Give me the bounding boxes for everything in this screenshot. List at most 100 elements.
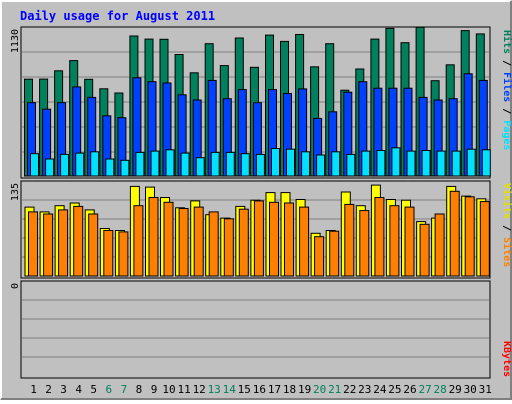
x-tick-label: 23	[358, 383, 371, 396]
x-tick-label: 12	[193, 383, 206, 396]
bar-pages	[466, 148, 476, 177]
x-axis-day-labels: 1 2 3 4 5 6 7 8 9 10 11 12 13 14 15 16 17 18 19 20 21 22 23 24 2…	[30, 383, 492, 396]
bar-sites	[58, 209, 69, 277]
x-tick-label: 27	[418, 383, 431, 396]
x-tick-label: 20	[313, 383, 326, 396]
bar-pages	[255, 153, 265, 177]
x-tick-label: 10	[162, 383, 175, 396]
bar-sites	[449, 190, 460, 277]
bar-sites	[344, 203, 355, 277]
legend-hits: Hits	[501, 30, 512, 54]
bar-pages	[331, 151, 341, 177]
bar-sites	[434, 213, 445, 277]
x-tick-label: 7	[121, 383, 128, 396]
x-tick-label: 25	[388, 383, 401, 396]
bar-sites	[238, 208, 249, 277]
x-tick-label: 22	[343, 383, 356, 396]
bar-sites	[374, 197, 385, 277]
x-tick-label: 15	[238, 383, 251, 396]
x-tick-label: 19	[298, 383, 311, 396]
hits-ymax-label: 1130	[10, 29, 21, 53]
bar-sites	[88, 213, 99, 277]
bar-sites	[314, 236, 325, 277]
x-tick-label: 31	[479, 383, 492, 396]
bar-pages	[30, 153, 39, 177]
bar-pages	[240, 153, 250, 177]
bar-sites	[148, 197, 159, 277]
bar-pages	[60, 153, 70, 177]
bar-pages	[120, 159, 130, 177]
bar-sites	[73, 205, 84, 277]
bar-sites	[284, 202, 294, 277]
bars-visits-panel	[24, 184, 490, 277]
bar-pages	[105, 158, 115, 177]
bar-sites	[329, 230, 340, 277]
bar-sites	[223, 218, 234, 277]
bar-pages	[75, 152, 85, 177]
legend-slash: /	[501, 54, 512, 72]
x-tick-label: 17	[268, 383, 281, 396]
x-tick-label: 5	[90, 383, 97, 396]
x-tick-label: 3	[60, 383, 67, 396]
x-tick-label: 29	[449, 383, 462, 396]
bar-sites	[133, 205, 144, 277]
bar-pages	[165, 149, 175, 177]
bar-sites	[193, 206, 204, 277]
bar-sites	[359, 210, 370, 277]
bar-pages	[451, 150, 461, 177]
bar-sites	[103, 230, 114, 277]
legend-pages: Pages	[501, 120, 512, 150]
bar-sites	[118, 231, 129, 277]
bar-sites	[389, 205, 400, 277]
bar-sites	[43, 213, 54, 277]
legend-kbytes: KBytes	[501, 341, 512, 377]
bar-sites	[464, 196, 475, 277]
bar-pages	[346, 153, 356, 177]
bar-pages	[135, 151, 145, 177]
bar-pages	[301, 151, 311, 177]
x-tick-label: 9	[151, 383, 158, 396]
x-tick-label: 18	[283, 383, 296, 396]
chart-title: Daily usage for August 2011	[20, 9, 215, 23]
x-tick-label: 30	[464, 383, 477, 396]
x-tick-label: 24	[373, 383, 387, 396]
bar-pages	[316, 154, 326, 177]
bar-pages	[406, 150, 416, 177]
bar-pages	[436, 150, 446, 177]
bar-sites	[269, 201, 279, 277]
bar-pages	[180, 152, 190, 177]
legend-slash: /	[501, 102, 512, 120]
bar-pages	[225, 151, 235, 177]
bar-sites	[419, 223, 430, 277]
x-tick-label: 28	[433, 383, 446, 396]
bar-pages	[90, 151, 100, 177]
x-tick-label: 6	[105, 383, 112, 396]
bar-pages	[376, 150, 386, 177]
bar-sites	[253, 200, 264, 277]
legend-visits-panel: Visits / Sites	[501, 183, 512, 267]
kbytes-ymax-label: 0	[10, 283, 21, 289]
panel-kbytes-frame	[20, 280, 491, 379]
bar-sites	[178, 208, 189, 277]
legend-sites: Sites	[501, 237, 512, 267]
bar-sites	[479, 201, 490, 277]
x-tick-label: 14	[223, 383, 237, 396]
x-tick-label: 1	[30, 383, 37, 396]
bar-pages	[210, 151, 220, 177]
bar-sites	[299, 206, 310, 277]
legend-visits: Visits	[501, 183, 512, 219]
legend-slash: /	[501, 219, 512, 237]
x-tick-label: 11	[177, 383, 190, 396]
x-tick-label: 21	[328, 383, 341, 396]
bar-pages	[361, 150, 371, 177]
x-tick-label: 4	[75, 383, 82, 396]
bar-sites	[404, 206, 415, 277]
x-tick-label: 13	[208, 383, 221, 396]
bars-hits-panel	[24, 26, 491, 177]
bar-pages	[271, 148, 280, 177]
bar-pages	[391, 147, 401, 177]
legend-files: Files	[501, 72, 512, 102]
x-tick-label: 26	[403, 383, 416, 396]
